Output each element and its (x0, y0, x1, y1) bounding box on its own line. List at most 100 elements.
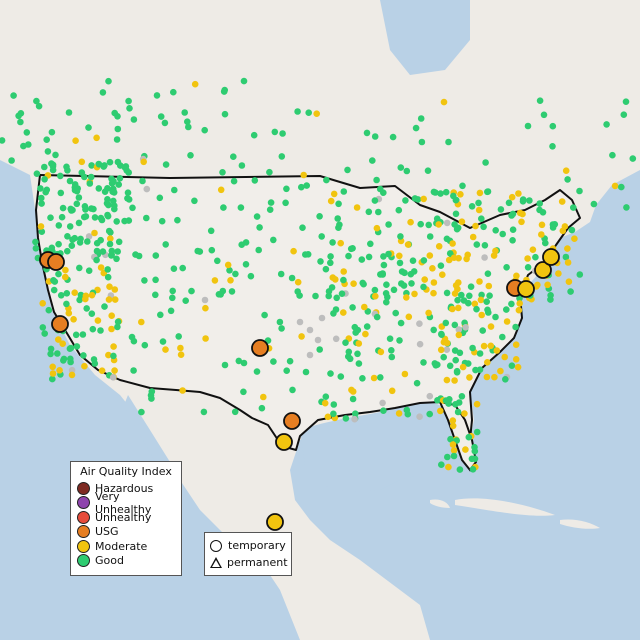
monitor-dot (90, 356, 98, 363)
monitor-dot (202, 335, 209, 342)
aqi-legend-title: Air Quality Index (80, 465, 172, 478)
monitor-dot (450, 254, 458, 261)
monitor-dot (138, 318, 145, 326)
monitor-dot (426, 410, 434, 418)
monitor-dot (420, 257, 428, 264)
monitor-dot (478, 215, 485, 222)
monitor-dot (238, 162, 246, 169)
monitor-dot (47, 350, 54, 358)
monitor-dot (443, 219, 451, 227)
monitor-dot (564, 259, 572, 266)
monitor-dot (108, 175, 115, 183)
monitor-dot (377, 374, 384, 381)
monitor-dot (437, 190, 444, 197)
temporary-monitor-moderate (534, 261, 552, 279)
monitor-dot (191, 197, 198, 205)
monitor-dot (290, 247, 297, 255)
monitor-dot (157, 113, 165, 120)
monitor-dot (298, 333, 305, 340)
monitor-dot (313, 110, 321, 117)
monitor-dot (450, 452, 458, 460)
monitor-dot (98, 367, 106, 375)
monitor-dot (105, 77, 112, 85)
monitor-dot (33, 170, 41, 177)
monitor-dot (188, 287, 195, 295)
monitor-dot (549, 122, 557, 130)
monitor-dot (261, 311, 268, 319)
monitor-dot (611, 182, 619, 190)
monitor-dot (430, 289, 437, 297)
monitor-dot (181, 109, 188, 116)
monitor-dot (458, 393, 466, 400)
monitor-dot (452, 282, 460, 289)
monitor-dot (39, 300, 46, 307)
monitor-dot (52, 151, 59, 159)
monitor-dot (462, 324, 469, 331)
monitor-dot (68, 207, 75, 214)
monitor-dot (479, 327, 487, 334)
monitor-dot (386, 335, 394, 343)
monitor-dot (77, 291, 85, 299)
monitor-dot (359, 375, 366, 382)
monitor-dot (101, 188, 109, 195)
monitor-dot (519, 210, 526, 218)
monitor-dot (93, 134, 100, 142)
monitor-dot (561, 223, 569, 230)
monitor-dot (449, 417, 457, 424)
monitor-dot (114, 125, 122, 133)
monitor-dot (434, 397, 441, 404)
monitor-dot (455, 304, 462, 312)
monitor-dot-no-data (306, 326, 314, 334)
monitor-dot (32, 238, 39, 246)
monitor-dot (325, 292, 333, 300)
monitor-dot (487, 342, 495, 350)
monitor-dot (396, 259, 404, 267)
monitor-dot (354, 350, 361, 358)
monitor-dot (463, 255, 470, 263)
monitor-dot (330, 401, 338, 408)
monitor-dot (493, 347, 501, 354)
monitor-dot (157, 311, 164, 319)
monitor-dot (454, 408, 462, 416)
monitor-dot (97, 327, 104, 334)
monitor-dot (365, 253, 373, 261)
monitor-dot (401, 269, 408, 277)
monitor-dot (418, 138, 426, 146)
monitor-dot (373, 313, 381, 321)
monitor-dot (202, 304, 209, 312)
monitor-dot (177, 344, 184, 352)
monitor-dot (443, 339, 451, 347)
temporary-monitor-usg (251, 339, 269, 357)
monitor-dot (231, 408, 239, 416)
monitor-dot (475, 199, 482, 207)
temporary-monitor-usg (51, 315, 69, 333)
monitor-dot-no-data (318, 314, 326, 322)
monitor-dot (389, 133, 397, 141)
monitor-dot (340, 188, 348, 195)
monitor-dot (345, 348, 353, 356)
monitor-dot (105, 201, 112, 209)
monitor-dot (397, 319, 405, 327)
monitor-dot (81, 362, 88, 370)
legend-label: Good (95, 554, 124, 568)
legend-label: temporary (228, 539, 286, 552)
monitor-dot (156, 194, 164, 202)
monitor-dot (451, 321, 459, 329)
monitor-dot (113, 255, 120, 263)
monitor-dot (305, 109, 313, 116)
monitor-dot (66, 177, 74, 185)
legend-item-usg: USG (77, 525, 175, 540)
monitor-dot (91, 229, 98, 237)
monitor-dot (116, 175, 124, 182)
monitor-dot (65, 309, 73, 317)
monitor-dot (115, 181, 122, 188)
monitor-dot (456, 466, 464, 473)
monitor-dot (104, 273, 112, 281)
monitor-dot (25, 141, 32, 148)
monitor-dot (327, 259, 334, 267)
monitor-dot (468, 203, 476, 210)
legend-label: Moderate (95, 539, 148, 553)
monitor-dot (271, 128, 279, 136)
monitor-dot (483, 298, 491, 306)
